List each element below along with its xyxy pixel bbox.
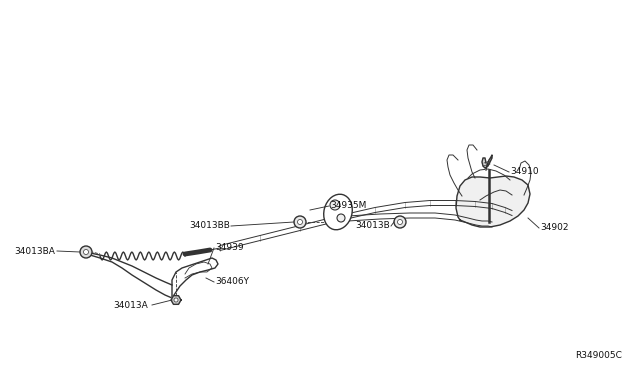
Text: 34013BB: 34013BB xyxy=(189,221,230,231)
Circle shape xyxy=(294,216,306,228)
Text: R349005C: R349005C xyxy=(575,350,622,359)
Polygon shape xyxy=(456,176,530,227)
Circle shape xyxy=(80,246,92,258)
Text: 34935M: 34935M xyxy=(330,202,366,211)
Text: 34902: 34902 xyxy=(540,224,568,232)
Polygon shape xyxy=(171,296,181,304)
Circle shape xyxy=(174,298,178,302)
Circle shape xyxy=(83,250,88,254)
Circle shape xyxy=(330,200,340,210)
Polygon shape xyxy=(482,155,492,170)
Text: 36406Y: 36406Y xyxy=(215,278,249,286)
Circle shape xyxy=(337,214,345,222)
Text: 34939: 34939 xyxy=(215,244,244,253)
Text: 34910: 34910 xyxy=(510,167,539,176)
Text: 34013A: 34013A xyxy=(113,301,148,310)
Text: 34013B: 34013B xyxy=(355,221,390,231)
Circle shape xyxy=(394,216,406,228)
Circle shape xyxy=(298,219,303,224)
Circle shape xyxy=(397,219,403,224)
Ellipse shape xyxy=(324,194,352,230)
Text: 34013BA: 34013BA xyxy=(14,247,55,256)
